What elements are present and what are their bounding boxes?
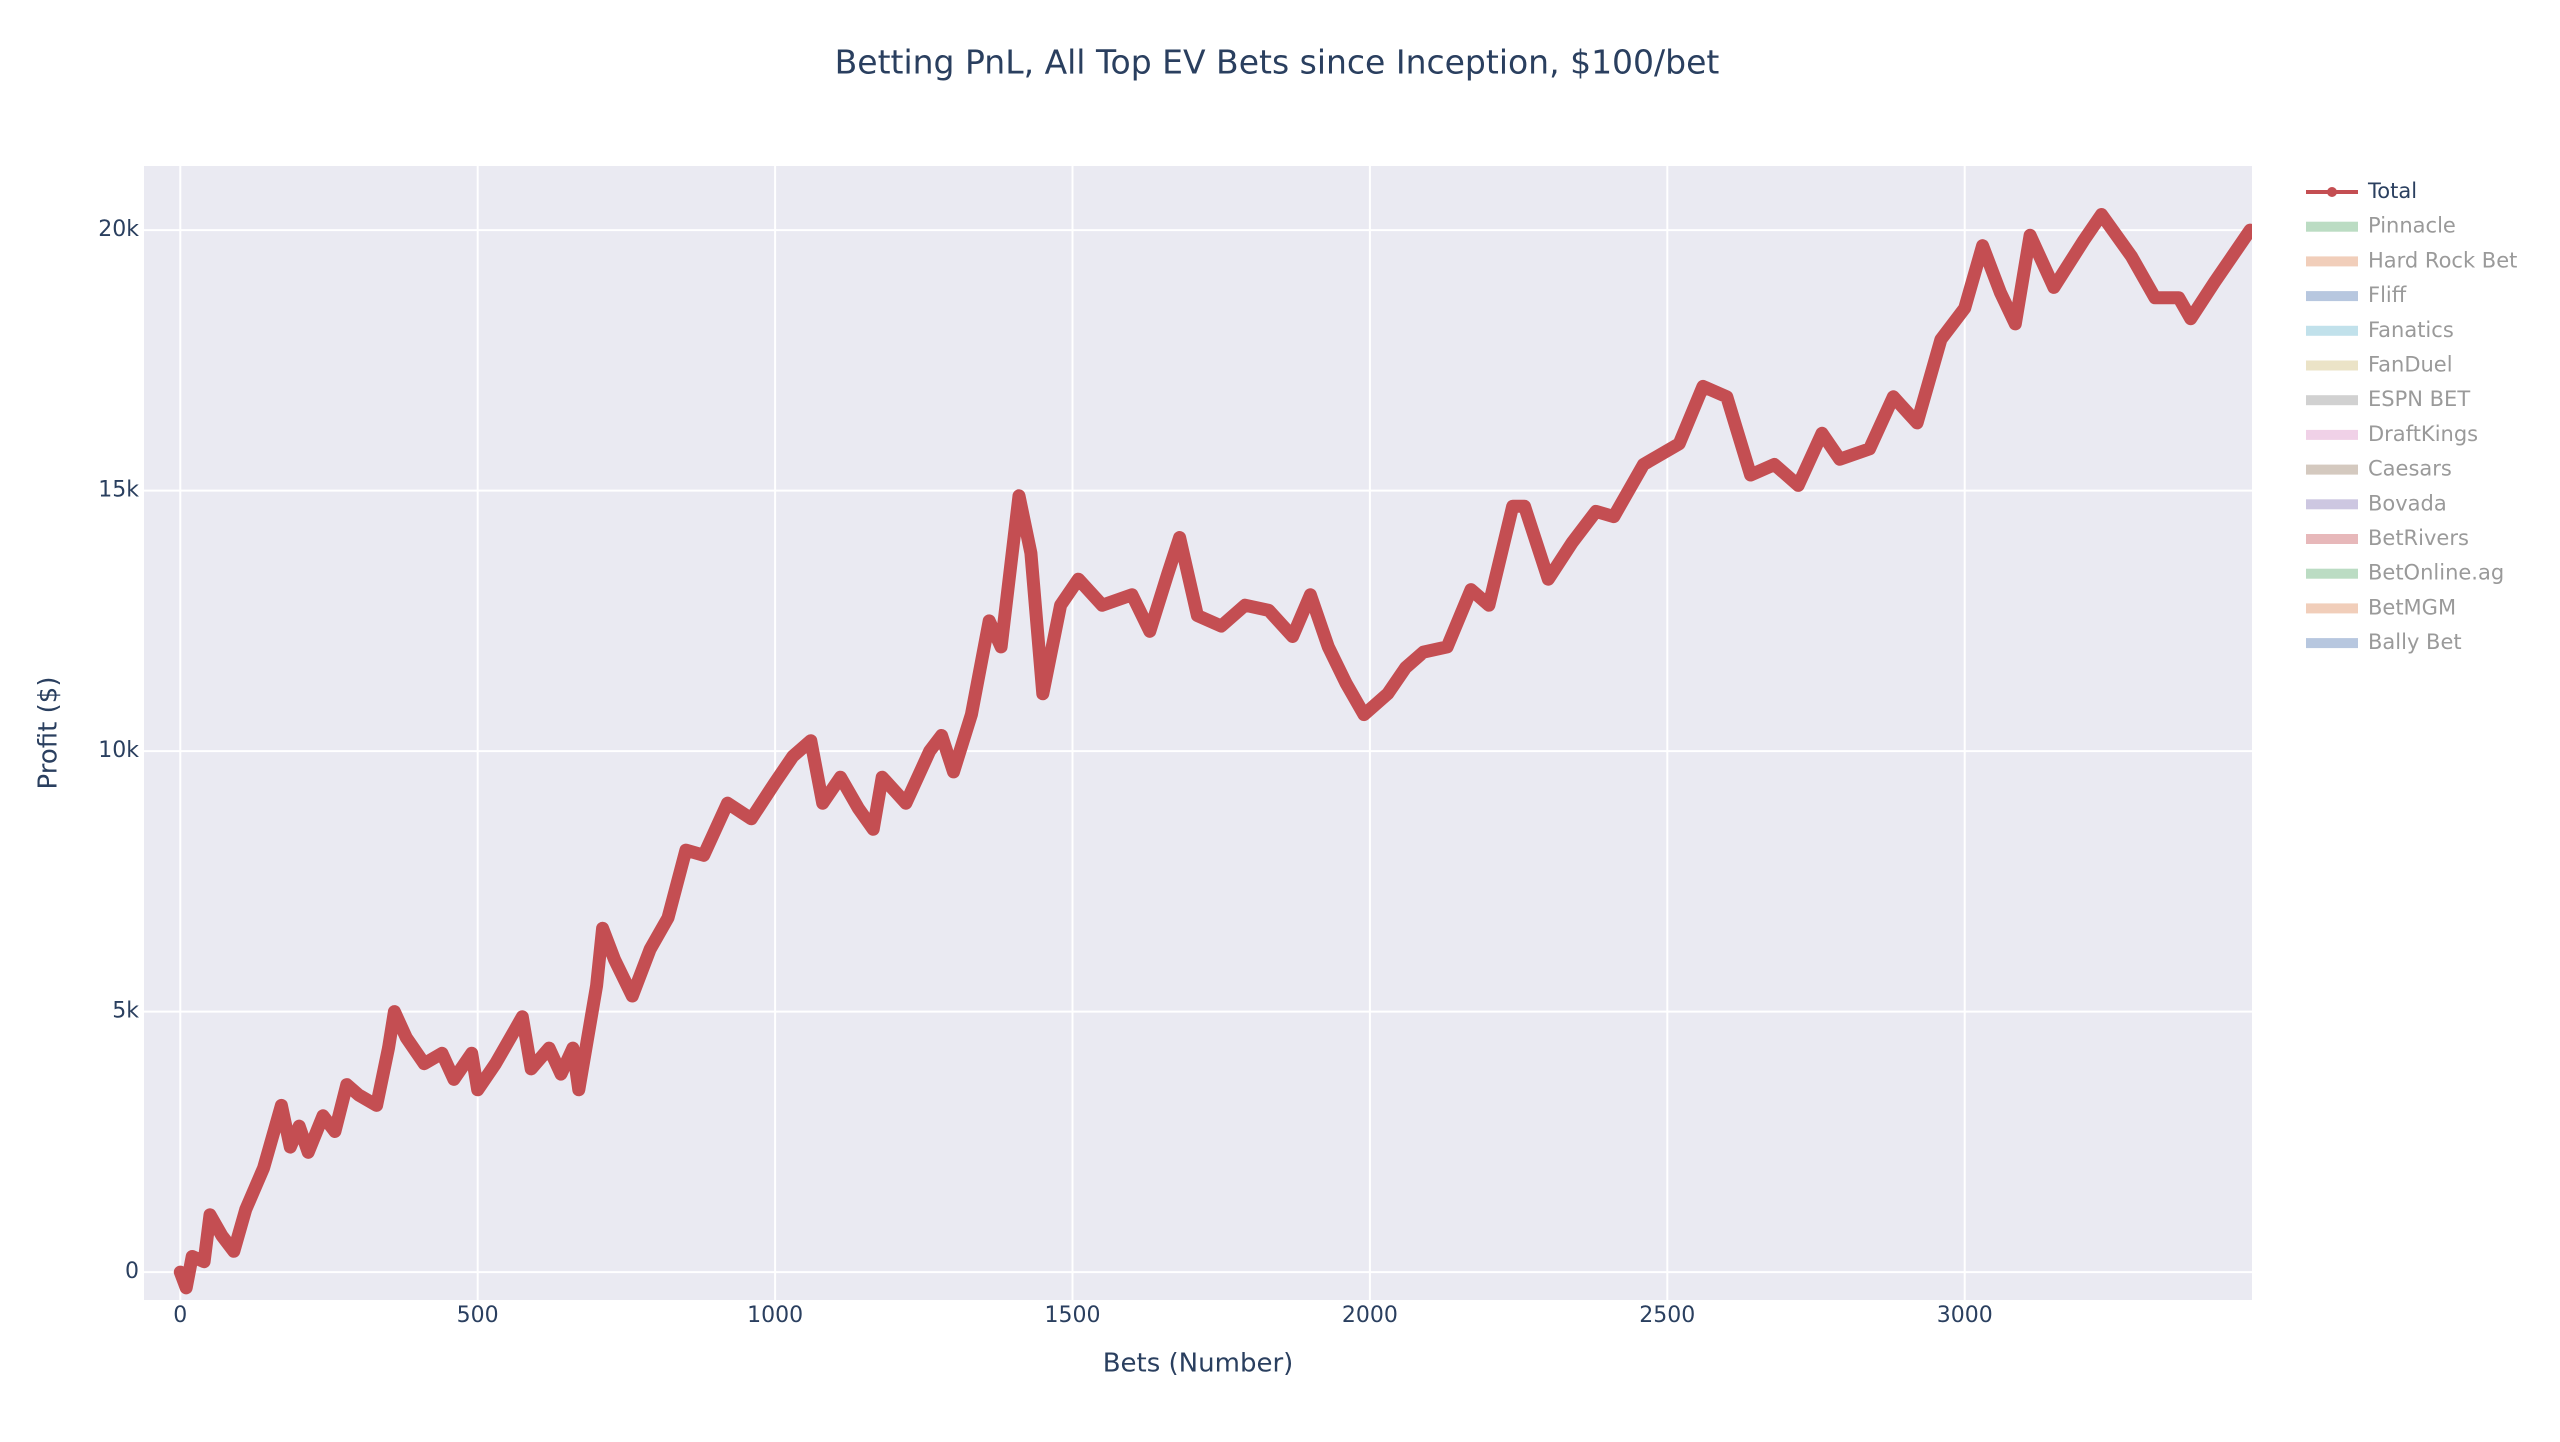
x-tick-label: 0: [173, 1303, 187, 1328]
legend-label: ESPN BET: [2368, 387, 2470, 411]
legend-label: Total: [2367, 179, 2417, 203]
x-tick-label: 3000: [1937, 1303, 1993, 1328]
x-tick-label: 2000: [1342, 1303, 1398, 1328]
legend-swatch: [2306, 221, 2358, 232]
legend-swatch: [2306, 291, 2358, 302]
legend-label: DraftKings: [2368, 422, 2478, 446]
legend-swatch: [2306, 360, 2358, 371]
x-axis-label: Bets (Number): [1103, 1349, 1294, 1379]
y-tick-label: 0: [125, 1259, 139, 1284]
legend-label: Hard Rock Bet: [2368, 248, 2517, 272]
x-tick-label: 1000: [747, 1303, 803, 1328]
legend-label: Pinnacle: [2368, 214, 2456, 238]
legend-swatch: [2306, 603, 2358, 614]
data-line: [173, 208, 2252, 1295]
legend-swatch: [2306, 499, 2358, 510]
legend-swatch: [2306, 429, 2358, 440]
legend-swatch: [2306, 395, 2358, 406]
legend-swatch: [2306, 534, 2358, 544]
legend-swatch: [2306, 325, 2358, 336]
legend-label: Bovada: [2368, 491, 2447, 515]
legend-marker: [2327, 187, 2337, 197]
legend-label: Bally Bet: [2368, 630, 2462, 654]
legend-label: Caesars: [2368, 457, 2452, 481]
y-tick-label: 10k: [98, 738, 139, 763]
legend-swatch: [2306, 464, 2358, 475]
legend-swatch: [2306, 638, 2358, 649]
legend-label: BetRivers: [2368, 526, 2469, 550]
x-tick-label: 2500: [1639, 1303, 1695, 1328]
y-tick-label: 15k: [98, 478, 139, 503]
legend-label: Fanatics: [2368, 318, 2454, 342]
plot-area: [144, 166, 2252, 1300]
y-tick-label: 20k: [98, 217, 139, 242]
legend-swatch: [2306, 568, 2358, 579]
chart-title: Betting PnL, All Top EV Bets since Incep…: [835, 43, 1720, 82]
y-tick-label: 5k: [112, 999, 139, 1024]
y-axis-label: Profit ($): [34, 677, 64, 790]
legend-swatch: [2306, 256, 2358, 267]
legend-label: BetOnline.ag: [2368, 561, 2504, 585]
legend-label: FanDuel: [2368, 353, 2453, 377]
x-tick-label: 1500: [1044, 1303, 1100, 1328]
x-tick-label: 500: [457, 1303, 499, 1328]
legend-label: BetMGM: [2368, 595, 2456, 619]
legend-label: Fliff: [2368, 283, 2407, 307]
